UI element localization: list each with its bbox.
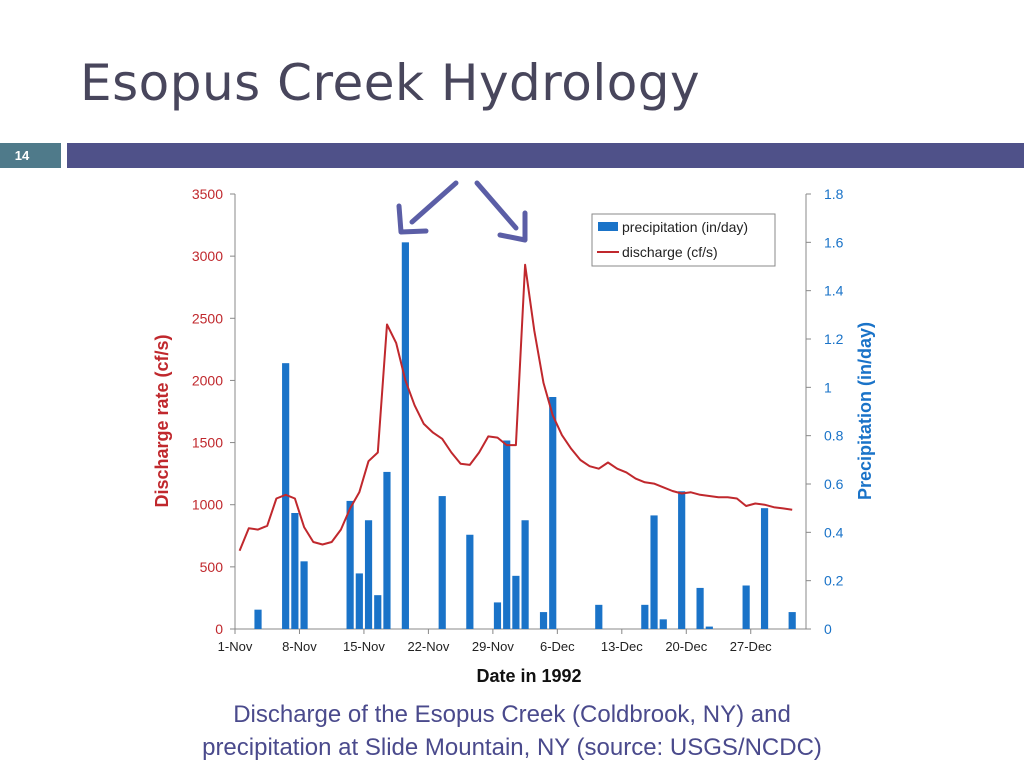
y-right-tick-label: 0.6 bbox=[824, 476, 844, 492]
y-left-tick-label: 1500 bbox=[192, 435, 223, 451]
y-right-tick-label: 1 bbox=[824, 379, 832, 395]
y-left-tick-label: 1000 bbox=[192, 497, 223, 513]
x-axis-title: Date in 1992 bbox=[476, 666, 581, 686]
discharge-line-group bbox=[238, 263, 793, 552]
x-tick-label: 13-Dec bbox=[601, 639, 643, 654]
precip-bar bbox=[401, 242, 409, 630]
legend-box bbox=[591, 213, 776, 267]
y-right-tick-label: 0.4 bbox=[824, 524, 844, 540]
precip-bar bbox=[521, 520, 529, 629]
annotation-arrows bbox=[396, 180, 528, 243]
precip-bar bbox=[659, 619, 667, 629]
y-right-tick-label: 0.8 bbox=[824, 428, 844, 444]
precip-bar bbox=[374, 595, 382, 629]
arrow-right-annotation bbox=[474, 180, 528, 243]
y-left-tick-label: 500 bbox=[200, 559, 224, 575]
precip-bar bbox=[364, 520, 373, 629]
x-tick-label: 1-Nov bbox=[218, 639, 253, 654]
precip-bar bbox=[383, 471, 391, 629]
x-tick-label: 22-Nov bbox=[407, 639, 449, 654]
precip-bar bbox=[512, 575, 520, 629]
y-right-tick-label: 1.6 bbox=[824, 234, 844, 250]
precip-bar bbox=[493, 602, 502, 629]
precip-bar bbox=[696, 587, 704, 629]
caption-line-1: Discharge of the Esopus Creek (Coldbrook… bbox=[233, 701, 791, 728]
x-tick-label: 6-Dec bbox=[540, 639, 575, 654]
y-left-tick-label: 2000 bbox=[192, 372, 223, 388]
precip-bar bbox=[742, 585, 750, 629]
precip-bar bbox=[346, 500, 354, 629]
x-tick-label: 27-Dec bbox=[730, 639, 772, 654]
legend-discharge-label: discharge (cf/s) bbox=[622, 244, 718, 260]
precip-bar bbox=[503, 440, 511, 629]
slide-number: 14 bbox=[14, 148, 30, 163]
slide-number-box bbox=[0, 143, 61, 168]
y-left-tick-label: 0 bbox=[215, 621, 223, 637]
precip-bar bbox=[678, 491, 686, 629]
y-right-tick-label: 1.2 bbox=[824, 331, 844, 347]
legend-precip-label: precipitation (in/day) bbox=[622, 219, 748, 235]
precip-bar bbox=[282, 363, 290, 629]
y-axis-right-title: Precipitation (in/day) bbox=[855, 322, 875, 500]
y-right-tick-label: 1.4 bbox=[824, 283, 844, 299]
x-tick-label: 20-Dec bbox=[665, 639, 707, 654]
precip-bar bbox=[291, 513, 299, 629]
precip-bar bbox=[549, 397, 557, 629]
precip-bar bbox=[641, 604, 649, 629]
arrow-left-annotation bbox=[396, 180, 459, 235]
y-left-tick-label: 3500 bbox=[192, 186, 223, 202]
slide-caption: Discharge of the Esopus Creek (Coldbrook… bbox=[0, 698, 1024, 764]
slide-title: Esopus Creek Hydrology bbox=[80, 54, 701, 112]
header-bar bbox=[67, 143, 1024, 168]
precip-bar bbox=[705, 626, 713, 629]
precip-bar bbox=[300, 561, 308, 629]
y-left-tick-label: 3000 bbox=[192, 248, 223, 264]
y-right-tick-label: 0 bbox=[824, 621, 832, 637]
x-tick-label: 8-Nov bbox=[282, 639, 317, 654]
precip-bar bbox=[466, 534, 474, 629]
legend-precip-swatch bbox=[598, 222, 618, 231]
y-right-tick-label: 1.8 bbox=[824, 186, 844, 202]
y-left-tick-label: 2500 bbox=[192, 310, 223, 326]
precip-bar bbox=[355, 573, 363, 629]
discharge-line bbox=[238, 263, 793, 552]
precipitation-bars bbox=[254, 242, 796, 630]
y-axis-left-title: Discharge rate (cf/s) bbox=[152, 334, 172, 507]
precip-bar bbox=[254, 609, 262, 629]
chart-legend: precipitation (in/day) discharge (cf/s) bbox=[591, 213, 776, 267]
y-right-tick-label: 0.2 bbox=[824, 573, 844, 589]
precip-bar bbox=[650, 515, 658, 629]
x-tick-label: 15-Nov bbox=[343, 639, 385, 654]
caption-line-2: precipitation at Slide Mountain, NY (sou… bbox=[202, 734, 822, 761]
precip-bar bbox=[595, 604, 603, 629]
x-tick-label: 29-Nov bbox=[472, 639, 514, 654]
precip-bar bbox=[760, 508, 769, 629]
precip-bar bbox=[788, 612, 796, 629]
precip-bar bbox=[438, 496, 446, 629]
precip-bar bbox=[539, 612, 548, 629]
